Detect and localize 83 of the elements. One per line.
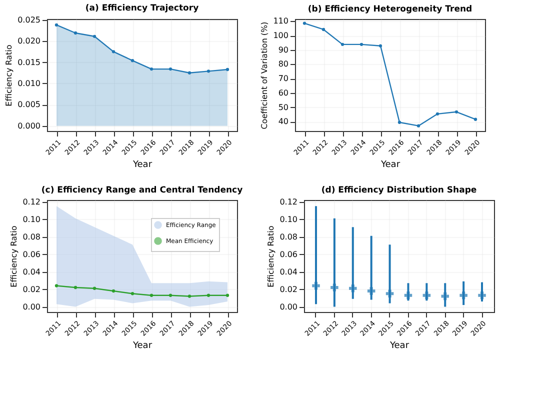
y-tick-label: 40 — [278, 117, 288, 126]
y-tick-label: 0.00 — [22, 302, 40, 312]
y-tick-label: 0.10 — [280, 214, 298, 224]
chart-title: (b) Efficiency Heterogeneity Trend — [308, 4, 472, 15]
y-tick-label: 0.12 — [280, 197, 298, 206]
point — [478, 292, 486, 300]
chart-title: (a) Efficiency Trajectory — [85, 3, 200, 14]
x-axis-title: Year — [132, 160, 152, 170]
y-axis-title: Efficiency Ratio — [266, 226, 276, 288]
point — [330, 284, 338, 292]
y-tick-label: 0.010 — [18, 78, 40, 88]
point — [360, 42, 364, 46]
y-axis-title: Coefficient of Variation (%) — [260, 22, 270, 130]
point — [460, 292, 468, 300]
y-axis-title: Efficiency Ratio — [10, 226, 19, 288]
bar — [352, 227, 354, 299]
y-tick-label: 0.00 — [280, 302, 298, 312]
point — [130, 59, 134, 62]
y-tick-label: 0.12 — [22, 197, 40, 206]
bar — [333, 218, 336, 307]
y-tick-label: 0.015 — [18, 58, 40, 67]
point — [436, 112, 440, 116]
point — [312, 282, 320, 290]
point — [168, 294, 172, 297]
point — [74, 31, 78, 35]
y-tick-label: 0.08 — [280, 232, 298, 242]
y-tick-label: 0.005 — [18, 100, 40, 110]
point — [206, 294, 210, 297]
point — [92, 286, 96, 290]
y-tick-label: 0.10 — [22, 214, 40, 224]
point — [112, 289, 116, 293]
y-tick-label: 0.02 — [280, 284, 298, 294]
point — [226, 68, 230, 72]
point — [302, 22, 306, 25]
y-axis-title: Efficiency Ratio — [4, 44, 14, 106]
point — [441, 292, 449, 300]
point — [168, 67, 172, 71]
point — [367, 287, 376, 295]
point — [349, 284, 357, 292]
point — [398, 120, 402, 124]
x-axis-title: Year — [388, 341, 410, 352]
y-tick-label: 70 — [278, 74, 288, 84]
y-tick-label: 0.08 — [22, 232, 40, 242]
y-tick-label: 80 — [278, 60, 288, 69]
point — [188, 294, 192, 298]
x-axis-title: Year — [380, 160, 400, 170]
point — [150, 294, 154, 297]
point — [206, 70, 210, 73]
point — [322, 28, 326, 32]
y-tick-label: 50 — [278, 102, 288, 112]
point — [188, 71, 192, 74]
y-tick-label: 0.06 — [22, 250, 40, 259]
y-tick-label: 0.025 — [18, 15, 40, 24]
point — [378, 44, 382, 48]
chart-title: (d) Efficiency Distribution Shape — [321, 185, 477, 196]
point — [74, 286, 78, 290]
y-tick-label: 0.000 — [18, 121, 40, 130]
point — [150, 67, 154, 71]
point — [422, 292, 431, 300]
point — [112, 50, 116, 54]
point — [54, 284, 58, 288]
y-tick-label: 0.04 — [280, 267, 298, 276]
y-tick-label: 110 — [273, 16, 288, 26]
point — [54, 23, 58, 27]
point — [92, 34, 96, 38]
point — [130, 292, 134, 296]
y-tick-label: 0.06 — [280, 250, 298, 259]
x-axis-title: Year — [132, 341, 152, 352]
y-tick-label: 100 — [273, 31, 288, 40]
point — [340, 42, 344, 46]
chart-title: (c) Efficiency Range and Central Tendency — [41, 185, 244, 196]
y-tick-label: 0.02 — [22, 284, 40, 294]
point — [386, 290, 394, 298]
y-tick-label: 90 — [278, 45, 288, 54]
point — [404, 292, 412, 300]
point — [416, 124, 420, 128]
y-tick-label: 60 — [278, 88, 288, 98]
y-tick-label: 0.04 — [22, 267, 40, 276]
point — [454, 110, 458, 114]
point — [226, 294, 230, 297]
point — [474, 118, 478, 121]
bar — [314, 206, 317, 304]
y-tick-label: 0.020 — [18, 36, 40, 46]
